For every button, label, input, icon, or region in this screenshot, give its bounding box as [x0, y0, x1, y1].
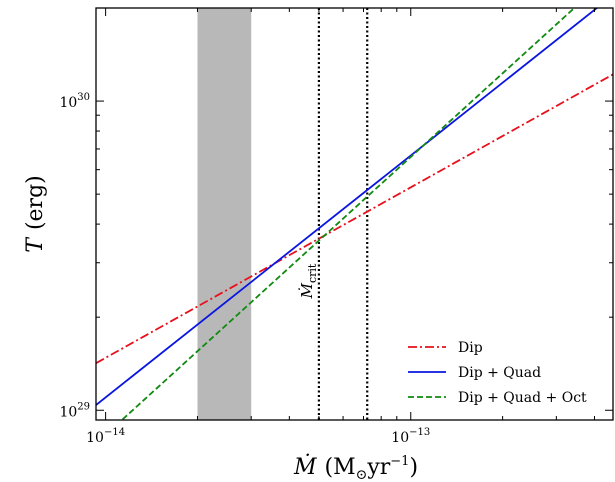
- legend-label-dip-quad-oct: Dip + Quad + Oct: [458, 390, 587, 406]
- legend-label-dip: Dip: [458, 340, 483, 356]
- series-line-0: [96, 73, 613, 364]
- plot-frame: [95, 7, 614, 421]
- series-lines: [96, 8, 613, 420]
- y-tick-label: 1029: [59, 401, 90, 420]
- legend-label-dip-quad: Dip + Quad: [458, 365, 541, 381]
- x-axis-label: Ṁ (M⊙yr−1): [293, 453, 418, 482]
- critical-rate-lines: [317, 8, 369, 420]
- x-tick-label: 10−14: [86, 427, 125, 446]
- critical-rate-annotation: Ṁcrit: [298, 263, 319, 299]
- legend: Dip Dip + Quad Dip + Quad + Oct: [408, 340, 587, 406]
- x-tick-label: 10−13: [391, 427, 430, 446]
- y-axis-label: T(erg): [23, 175, 48, 252]
- shaded-region: [197, 8, 252, 420]
- series-line-1: [96, 8, 599, 406]
- y-tick-label: 1030: [59, 92, 90, 111]
- axis-ticks: [96, 7, 613, 420]
